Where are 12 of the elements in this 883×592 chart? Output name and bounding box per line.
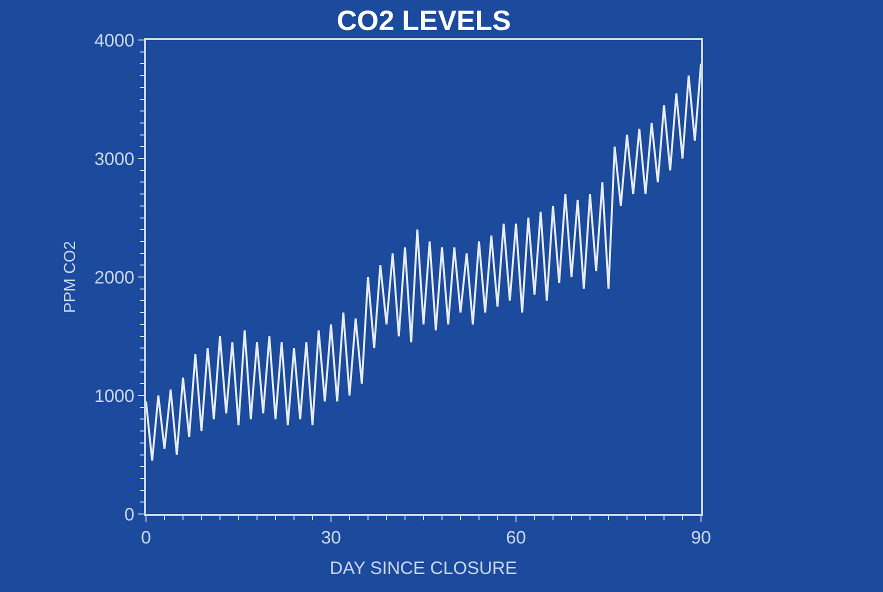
y-axis-title: PPM CO2 <box>62 240 79 314</box>
x-tick-label: 30 <box>320 528 342 548</box>
x-axis-title: DAY SINCE CLOSURE <box>330 558 518 578</box>
x-tick-label: 0 <box>140 528 152 548</box>
y-tick-label: 1000 <box>94 386 134 406</box>
x-tick-label: 90 <box>690 528 712 548</box>
x-tick-label: 60 <box>506 528 526 548</box>
y-tick-label: 0 <box>124 504 134 524</box>
y-tick-label: 4000 <box>94 30 134 50</box>
chart-title: CO2 LEVELS <box>336 4 511 36</box>
y-tick-label: 2000 <box>94 267 134 288</box>
y-tick-label: 3000 <box>94 148 134 169</box>
